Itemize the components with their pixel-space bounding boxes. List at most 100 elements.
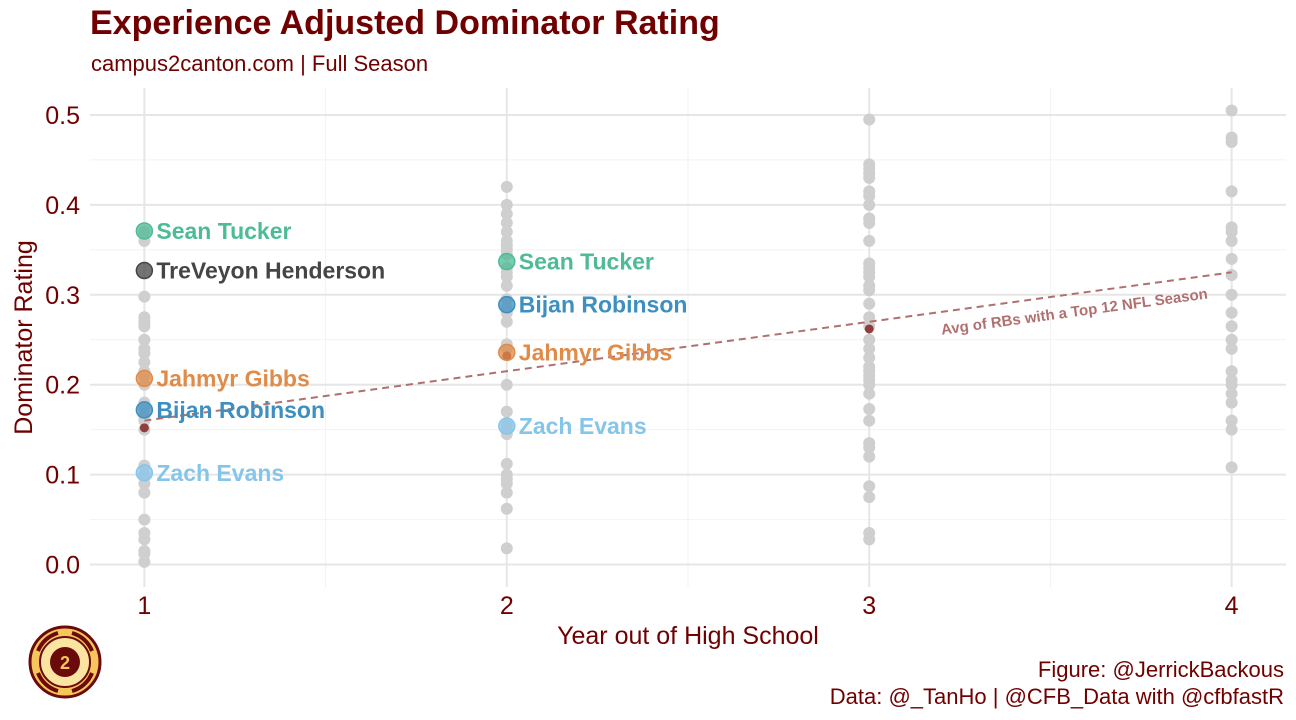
background-point xyxy=(1225,269,1238,282)
y-tick-label: 0.5 xyxy=(45,102,80,130)
player-label: Sean Tucker xyxy=(519,249,654,275)
background-point xyxy=(500,457,513,470)
background-point xyxy=(138,545,151,558)
background-point xyxy=(138,527,151,540)
player-point xyxy=(498,252,516,271)
y-tick-label: 0.2 xyxy=(45,372,80,400)
background-point xyxy=(1225,333,1238,346)
background-point xyxy=(863,234,876,247)
y-tick-label: 0.1 xyxy=(45,462,80,490)
x-tick-label: 2 xyxy=(500,592,514,620)
player-label: Jahmyr Gibbs xyxy=(156,365,309,391)
background-point xyxy=(500,315,513,328)
background-point xyxy=(1225,306,1238,319)
y-tick-label: 0.0 xyxy=(45,552,80,580)
player-point xyxy=(498,343,516,362)
background-point xyxy=(500,198,513,211)
background-point xyxy=(1225,320,1238,333)
background-point xyxy=(1225,252,1238,265)
player-label: Sean Tucker xyxy=(156,218,291,244)
background-point xyxy=(863,527,876,540)
background-point xyxy=(1225,185,1238,198)
background-point xyxy=(863,342,876,355)
player-point xyxy=(135,401,154,419)
background-point xyxy=(863,297,876,310)
background-point xyxy=(500,225,513,238)
caption-data: Data: @_TanHo | @CFB_Data with @cfbfastR xyxy=(829,684,1284,709)
background-point xyxy=(863,351,876,364)
player-label: Zach Evans xyxy=(519,413,647,439)
player-label: Bijan Robinson xyxy=(519,292,688,318)
x-tick-label: 3 xyxy=(862,592,876,620)
background-point xyxy=(1225,461,1238,474)
background-point xyxy=(1225,365,1238,378)
background-point xyxy=(863,402,876,415)
avg-point xyxy=(864,324,874,334)
x-axis-title: Year out of High School xyxy=(557,622,819,650)
player-point xyxy=(498,295,516,314)
chart-title: Experience Adjusted Dominator Rating xyxy=(90,4,720,42)
background-point xyxy=(863,491,876,504)
background-point xyxy=(500,279,513,292)
helmet-logo-icon: 2 xyxy=(28,625,102,699)
background-point xyxy=(500,378,513,391)
player-label: Jahmyr Gibbs xyxy=(519,339,672,365)
background-point xyxy=(1225,374,1238,387)
background-point xyxy=(500,207,513,220)
background-point xyxy=(138,513,151,526)
background-point xyxy=(500,542,513,555)
background-point xyxy=(863,113,876,126)
player-point xyxy=(135,464,154,482)
player-point xyxy=(135,261,154,280)
x-tick-label: 4 xyxy=(1225,592,1239,620)
background-point xyxy=(138,356,151,369)
background-point xyxy=(500,405,513,418)
player-points xyxy=(135,222,516,482)
background-point xyxy=(863,437,876,450)
background-point xyxy=(500,502,513,515)
background-point xyxy=(138,311,151,324)
background-point xyxy=(500,216,513,229)
background-point xyxy=(1225,342,1238,355)
background-point xyxy=(1225,104,1238,117)
avg-trend-line xyxy=(144,271,1232,422)
y-tick-label: 0.4 xyxy=(45,192,80,220)
y-tick-label: 0.3 xyxy=(45,282,80,310)
background-point xyxy=(500,180,513,193)
background-point xyxy=(1225,234,1238,247)
player-labels: Sean Tucker Sean Tucker TreVeyon Henderson… xyxy=(156,218,687,486)
background-point xyxy=(863,360,876,373)
background-point xyxy=(863,311,876,324)
background-point xyxy=(863,480,876,493)
background-point xyxy=(863,257,876,270)
background-point xyxy=(500,486,513,499)
y-axis-title: Dominator Rating xyxy=(10,240,38,435)
player-point xyxy=(135,369,154,388)
background-point xyxy=(138,342,151,355)
background-point xyxy=(138,333,151,346)
background-point xyxy=(1225,387,1238,400)
background-point xyxy=(1225,221,1238,234)
background-point xyxy=(863,158,876,171)
background-point xyxy=(1225,423,1238,436)
background-point xyxy=(1225,414,1238,427)
x-tick-label: 1 xyxy=(137,592,151,620)
background-point xyxy=(1225,288,1238,301)
background-point xyxy=(863,279,876,292)
background-point xyxy=(863,414,876,427)
background-point xyxy=(138,290,151,303)
background-point xyxy=(500,468,513,481)
grid-lines xyxy=(90,88,1286,587)
background-point xyxy=(863,387,876,400)
background-point xyxy=(138,486,151,499)
player-label: Zach Evans xyxy=(156,460,284,486)
caption-figure: Figure: @JerrickBackous xyxy=(1037,657,1284,682)
player-label: TreVeyon Henderson xyxy=(156,258,385,284)
background-point xyxy=(863,198,876,211)
campus2canton-logo: 2 xyxy=(28,625,102,704)
background-point xyxy=(863,333,876,346)
background-point xyxy=(1225,396,1238,409)
player-point xyxy=(135,222,154,240)
player-label: Bijan Robinson xyxy=(156,397,325,423)
